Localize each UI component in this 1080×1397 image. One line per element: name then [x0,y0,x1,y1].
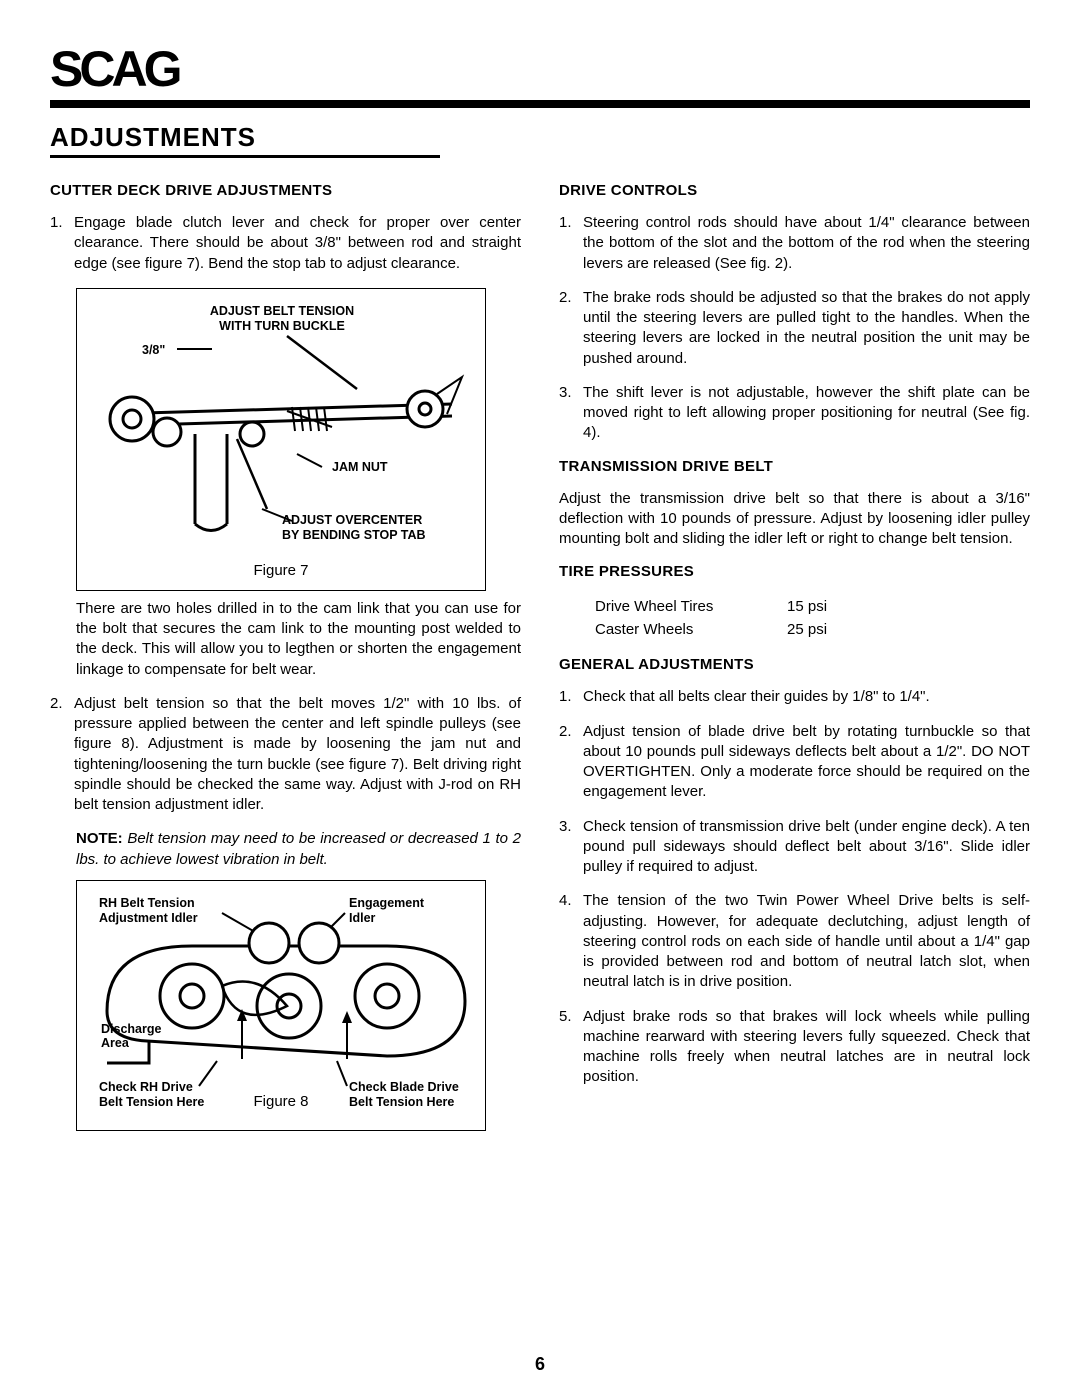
fig7-label-belt: ADJUST BELT TENSION [210,304,354,318]
cutter-list-2: Adjust belt tension so that the belt mov… [50,694,521,816]
right-column: DRIVE CONTROLS Steering control rods sho… [559,176,1030,1139]
top-rule [50,100,1030,108]
two-column-layout: CUTTER DECK DRIVE ADJUSTMENTS Engage bla… [50,176,1030,1139]
note-body: Belt tension may need to be increased or… [76,830,521,867]
figure-7-svg: ADJUST BELT TENSION WITH TURN BUCKLE 3/8… [87,299,475,579]
fig8-chkrh2: Belt Tension Here [99,1095,204,1109]
tire-cw-label: Caster Wheels [595,619,785,640]
note-block: NOTE: Belt tension may need to be increa… [76,829,521,870]
tire-dw-label: Drive Wheel Tires [595,596,785,617]
figure-8-box: RH Belt Tension Adjustment Idler Engagem… [76,880,486,1131]
left-column: CUTTER DECK DRIVE ADJUSTMENTS Engage bla… [50,176,521,1139]
dc-item-1: Steering control rods should have about … [559,213,1030,274]
dc-item-3: The shift lever is not adjustable, howev… [559,383,1030,444]
transmission-para: Adjust the transmission drive belt so th… [559,489,1030,550]
section-title: ADJUSTMENTS [50,122,1030,153]
fig8-disch1: Discharge [101,1022,161,1036]
heading-general: GENERAL ADJUSTMENTS [559,656,1030,673]
note-label: NOTE: [76,830,123,847]
tire-pressure-table: Drive Wheel Tires 15 psi Caster Wheels 2… [593,594,829,642]
cutter-item-1: Engage blade clutch lever and check for … [50,213,521,274]
drive-controls-list: Steering control rods should have about … [559,213,1030,444]
heading-tire: TIRE PRESSURES [559,563,1030,580]
tire-row-caster: Caster Wheels 25 psi [595,619,827,640]
ga-item-5: Adjust brake rods so that brakes will lo… [559,1007,1030,1088]
general-adjustments-list: Check that all belts clear their guides … [559,687,1030,1087]
fig8-rh2: Adjustment Idler [99,911,198,925]
cutter-list: Engage blade clutch lever and check for … [50,213,521,274]
fig7-caption: Figure 7 [253,562,308,579]
fig7-label-over2: BY BENDING STOP TAB [282,528,426,542]
tire-row-drive: Drive Wheel Tires 15 psi [595,596,827,617]
fig8-disch2: Area [101,1036,130,1050]
tire-cw-val: 25 psi [787,619,827,640]
ga-item-4: The tension of the two Twin Power Wheel … [559,891,1030,992]
fig7-label-over1: ADJUST OVERCENTER [282,513,422,527]
brand-logo: SCAG [50,40,1030,98]
fig7-label-jamnut: JAM NUT [332,460,388,474]
fig8-chkb2: Belt Tension Here [349,1095,454,1109]
fig8-chkrh1: Check RH Drive [99,1080,193,1094]
ga-item-2: Adjust tension of blade drive belt by ro… [559,722,1030,803]
cutter-item-2: Adjust belt tension so that the belt mov… [50,694,521,816]
heading-cutter-deck: CUTTER DECK DRIVE ADJUSTMENTS [50,182,521,199]
heading-drive-controls: DRIVE CONTROLS [559,182,1030,199]
dc-item-2: The brake rods should be adjusted so tha… [559,288,1030,369]
fig8-rh1: RH Belt Tension [99,896,195,910]
cutter-para-1b: There are two holes drilled in to the ca… [76,599,521,680]
figure-7-box: ADJUST BELT TENSION WITH TURN BUCKLE 3/8… [76,288,486,591]
fig8-caption: Figure 8 [253,1093,308,1110]
fig8-chkb1: Check Blade Drive [349,1080,459,1094]
fig7-label-3-8: 3/8" [142,343,165,357]
tire-dw-val: 15 psi [787,596,827,617]
fig7-label-turnbuckle: WITH TURN BUCKLE [219,319,345,333]
figure-8-svg: RH Belt Tension Adjustment Idler Engagem… [87,891,475,1119]
heading-transmission: TRANSMISSION DRIVE BELT [559,458,1030,475]
ga-item-3: Check tension of transmission drive belt… [559,817,1030,878]
page-number: 6 [0,1354,1080,1375]
fig8-eng2: Idler [349,911,376,925]
ga-item-1: Check that all belts clear their guides … [559,687,1030,707]
section-rule [50,155,440,158]
fig8-eng1: Engagement [349,896,425,910]
